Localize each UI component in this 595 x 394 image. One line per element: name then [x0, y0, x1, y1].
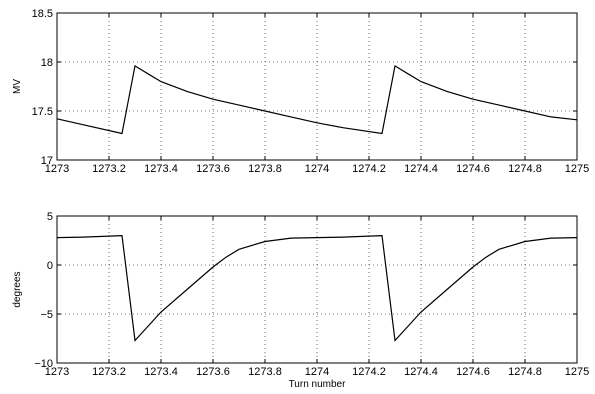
- x-tick-label: 1274: [305, 163, 329, 175]
- series-line-1: [56, 234, 578, 342]
- x-tick-label: 1273.8: [248, 366, 282, 378]
- y-axis-label: MV: [12, 79, 23, 94]
- x-tick-label: 1274.4: [404, 163, 438, 175]
- series-line-1: [56, 64, 578, 135]
- chart-panel-2: 1273 1273.2 1273.4 1273.6 1273.8 1274 1274.2 12…: [12, 211, 589, 390]
- x-tick-label: 1275: [565, 163, 589, 175]
- x-tick-label: 1274.4: [404, 366, 438, 378]
- x-tick-label: 1273.4: [144, 366, 178, 378]
- x-tick-label: 1274.8: [508, 163, 542, 175]
- x-tick-label: 1273.8: [248, 163, 282, 175]
- y-tick-label: −10: [34, 358, 53, 370]
- x-axis-label: Turn number: [289, 379, 347, 390]
- x-tick-label: 1274.6: [456, 366, 490, 378]
- x-tick-label: 1274: [305, 366, 329, 378]
- x-tick-label: 1274.8: [508, 366, 542, 378]
- y-tick-label: 18.5: [32, 8, 53, 20]
- y-axis-label: degrees: [12, 271, 23, 307]
- y-tick-label: 0: [47, 260, 53, 272]
- chart-panel-1: 1273 1273.2 1273.4 1273.6 1273.8 1274 1274.2 12…: [12, 8, 589, 175]
- y-tick-label: −5: [40, 309, 53, 321]
- x-tick-label: 1274.2: [352, 366, 386, 378]
- y-tick-label: 17.5: [32, 106, 53, 118]
- x-tick-label: 1273: [45, 163, 69, 175]
- y-tick-label: 18: [41, 57, 53, 69]
- x-tick-label: 1273.6: [196, 366, 230, 378]
- y-tick-label: 17: [41, 155, 53, 167]
- x-tick-label: 1274.2: [352, 163, 386, 175]
- x-tick-label: 1273.2: [92, 366, 126, 378]
- x-tick-label: 1273.2: [92, 163, 126, 175]
- x-tick-label: 1273: [45, 366, 69, 378]
- y-tick-label: 5: [47, 211, 53, 223]
- x-tick-label: 1273.6: [196, 163, 230, 175]
- x-tick-label: 1273.4: [144, 163, 178, 175]
- x-tick-label: 1274.6: [456, 163, 490, 175]
- x-tick-label: 1275: [565, 366, 589, 378]
